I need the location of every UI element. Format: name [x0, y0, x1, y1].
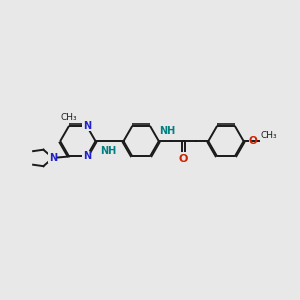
- Text: O: O: [249, 136, 257, 146]
- Text: N: N: [82, 121, 91, 131]
- Text: CH₃: CH₃: [61, 113, 77, 122]
- Text: N: N: [49, 153, 57, 163]
- Text: O: O: [179, 154, 188, 164]
- Text: CH₃: CH₃: [260, 131, 277, 140]
- Text: NH: NH: [160, 127, 176, 136]
- Text: N: N: [82, 152, 91, 161]
- Text: NH: NH: [100, 146, 116, 157]
